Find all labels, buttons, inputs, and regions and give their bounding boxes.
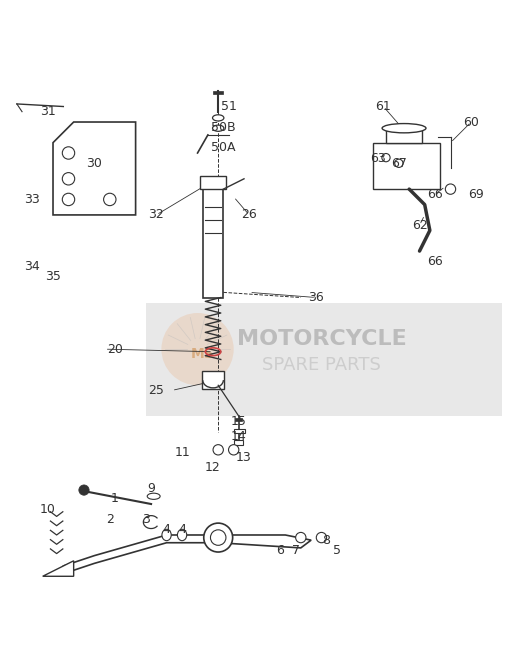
Text: 26: 26 — [241, 208, 257, 221]
Bar — [235, 418, 242, 421]
Text: 15: 15 — [231, 415, 247, 428]
Text: 14: 14 — [231, 430, 247, 443]
Circle shape — [62, 147, 75, 159]
Circle shape — [382, 154, 390, 162]
Ellipse shape — [177, 530, 187, 541]
Text: 6: 6 — [276, 544, 284, 557]
Text: 13: 13 — [236, 451, 252, 464]
Text: 61: 61 — [376, 100, 391, 113]
Text: MOTORCYCLE: MOTORCYCLE — [237, 328, 406, 349]
Bar — [203, 184, 223, 298]
Text: 63: 63 — [371, 152, 386, 165]
Bar — [234, 440, 243, 445]
Bar — [386, 129, 422, 143]
Text: 3: 3 — [142, 513, 150, 526]
Text: 50A: 50A — [211, 141, 236, 154]
Text: 2: 2 — [106, 513, 114, 526]
Circle shape — [395, 159, 403, 168]
Text: 4: 4 — [162, 524, 171, 536]
Text: SPARE PARTS: SPARE PARTS — [262, 355, 381, 374]
Bar — [200, 176, 226, 189]
Bar — [202, 371, 224, 390]
Text: 66: 66 — [427, 188, 443, 201]
Polygon shape — [53, 122, 135, 215]
Circle shape — [445, 184, 456, 194]
Text: 62: 62 — [412, 219, 428, 232]
Text: 25: 25 — [148, 384, 164, 397]
Text: 66: 66 — [427, 255, 443, 268]
Text: 35: 35 — [45, 271, 61, 283]
Circle shape — [161, 313, 234, 385]
Circle shape — [213, 445, 223, 455]
Text: 9: 9 — [147, 482, 155, 495]
Ellipse shape — [212, 115, 224, 121]
Text: 8: 8 — [323, 533, 331, 547]
Text: 32: 32 — [148, 208, 164, 221]
Ellipse shape — [162, 530, 171, 541]
Text: MS: MS — [191, 348, 214, 361]
Bar — [213, 91, 223, 93]
Text: 4: 4 — [178, 524, 186, 536]
Text: 50B: 50B — [211, 121, 236, 133]
Text: 51: 51 — [221, 100, 237, 113]
Circle shape — [316, 532, 326, 543]
Text: 34: 34 — [24, 260, 40, 273]
Bar — [234, 428, 245, 433]
Polygon shape — [63, 535, 311, 574]
Text: 31: 31 — [40, 105, 56, 118]
Text: 1: 1 — [111, 492, 119, 505]
Text: 33: 33 — [24, 193, 40, 206]
Circle shape — [62, 193, 75, 206]
Text: 30: 30 — [86, 157, 102, 170]
Text: 7: 7 — [292, 544, 299, 557]
Text: 69: 69 — [469, 188, 484, 201]
Text: 11: 11 — [174, 446, 190, 459]
Text: 36: 36 — [308, 291, 324, 304]
Circle shape — [228, 445, 239, 455]
Text: 10: 10 — [40, 503, 56, 516]
Polygon shape — [43, 561, 74, 576]
Circle shape — [211, 530, 226, 545]
Text: 67: 67 — [391, 157, 407, 170]
Circle shape — [204, 523, 233, 552]
Text: 20: 20 — [107, 343, 123, 355]
Ellipse shape — [382, 124, 426, 133]
Bar — [373, 143, 440, 189]
Circle shape — [104, 193, 116, 206]
Ellipse shape — [147, 493, 160, 499]
Text: 12: 12 — [205, 461, 221, 474]
Polygon shape — [146, 303, 502, 417]
Circle shape — [79, 485, 89, 495]
Text: 5: 5 — [333, 544, 341, 557]
Circle shape — [62, 173, 75, 185]
Circle shape — [296, 532, 306, 543]
Ellipse shape — [212, 125, 224, 131]
Text: 60: 60 — [463, 116, 479, 129]
